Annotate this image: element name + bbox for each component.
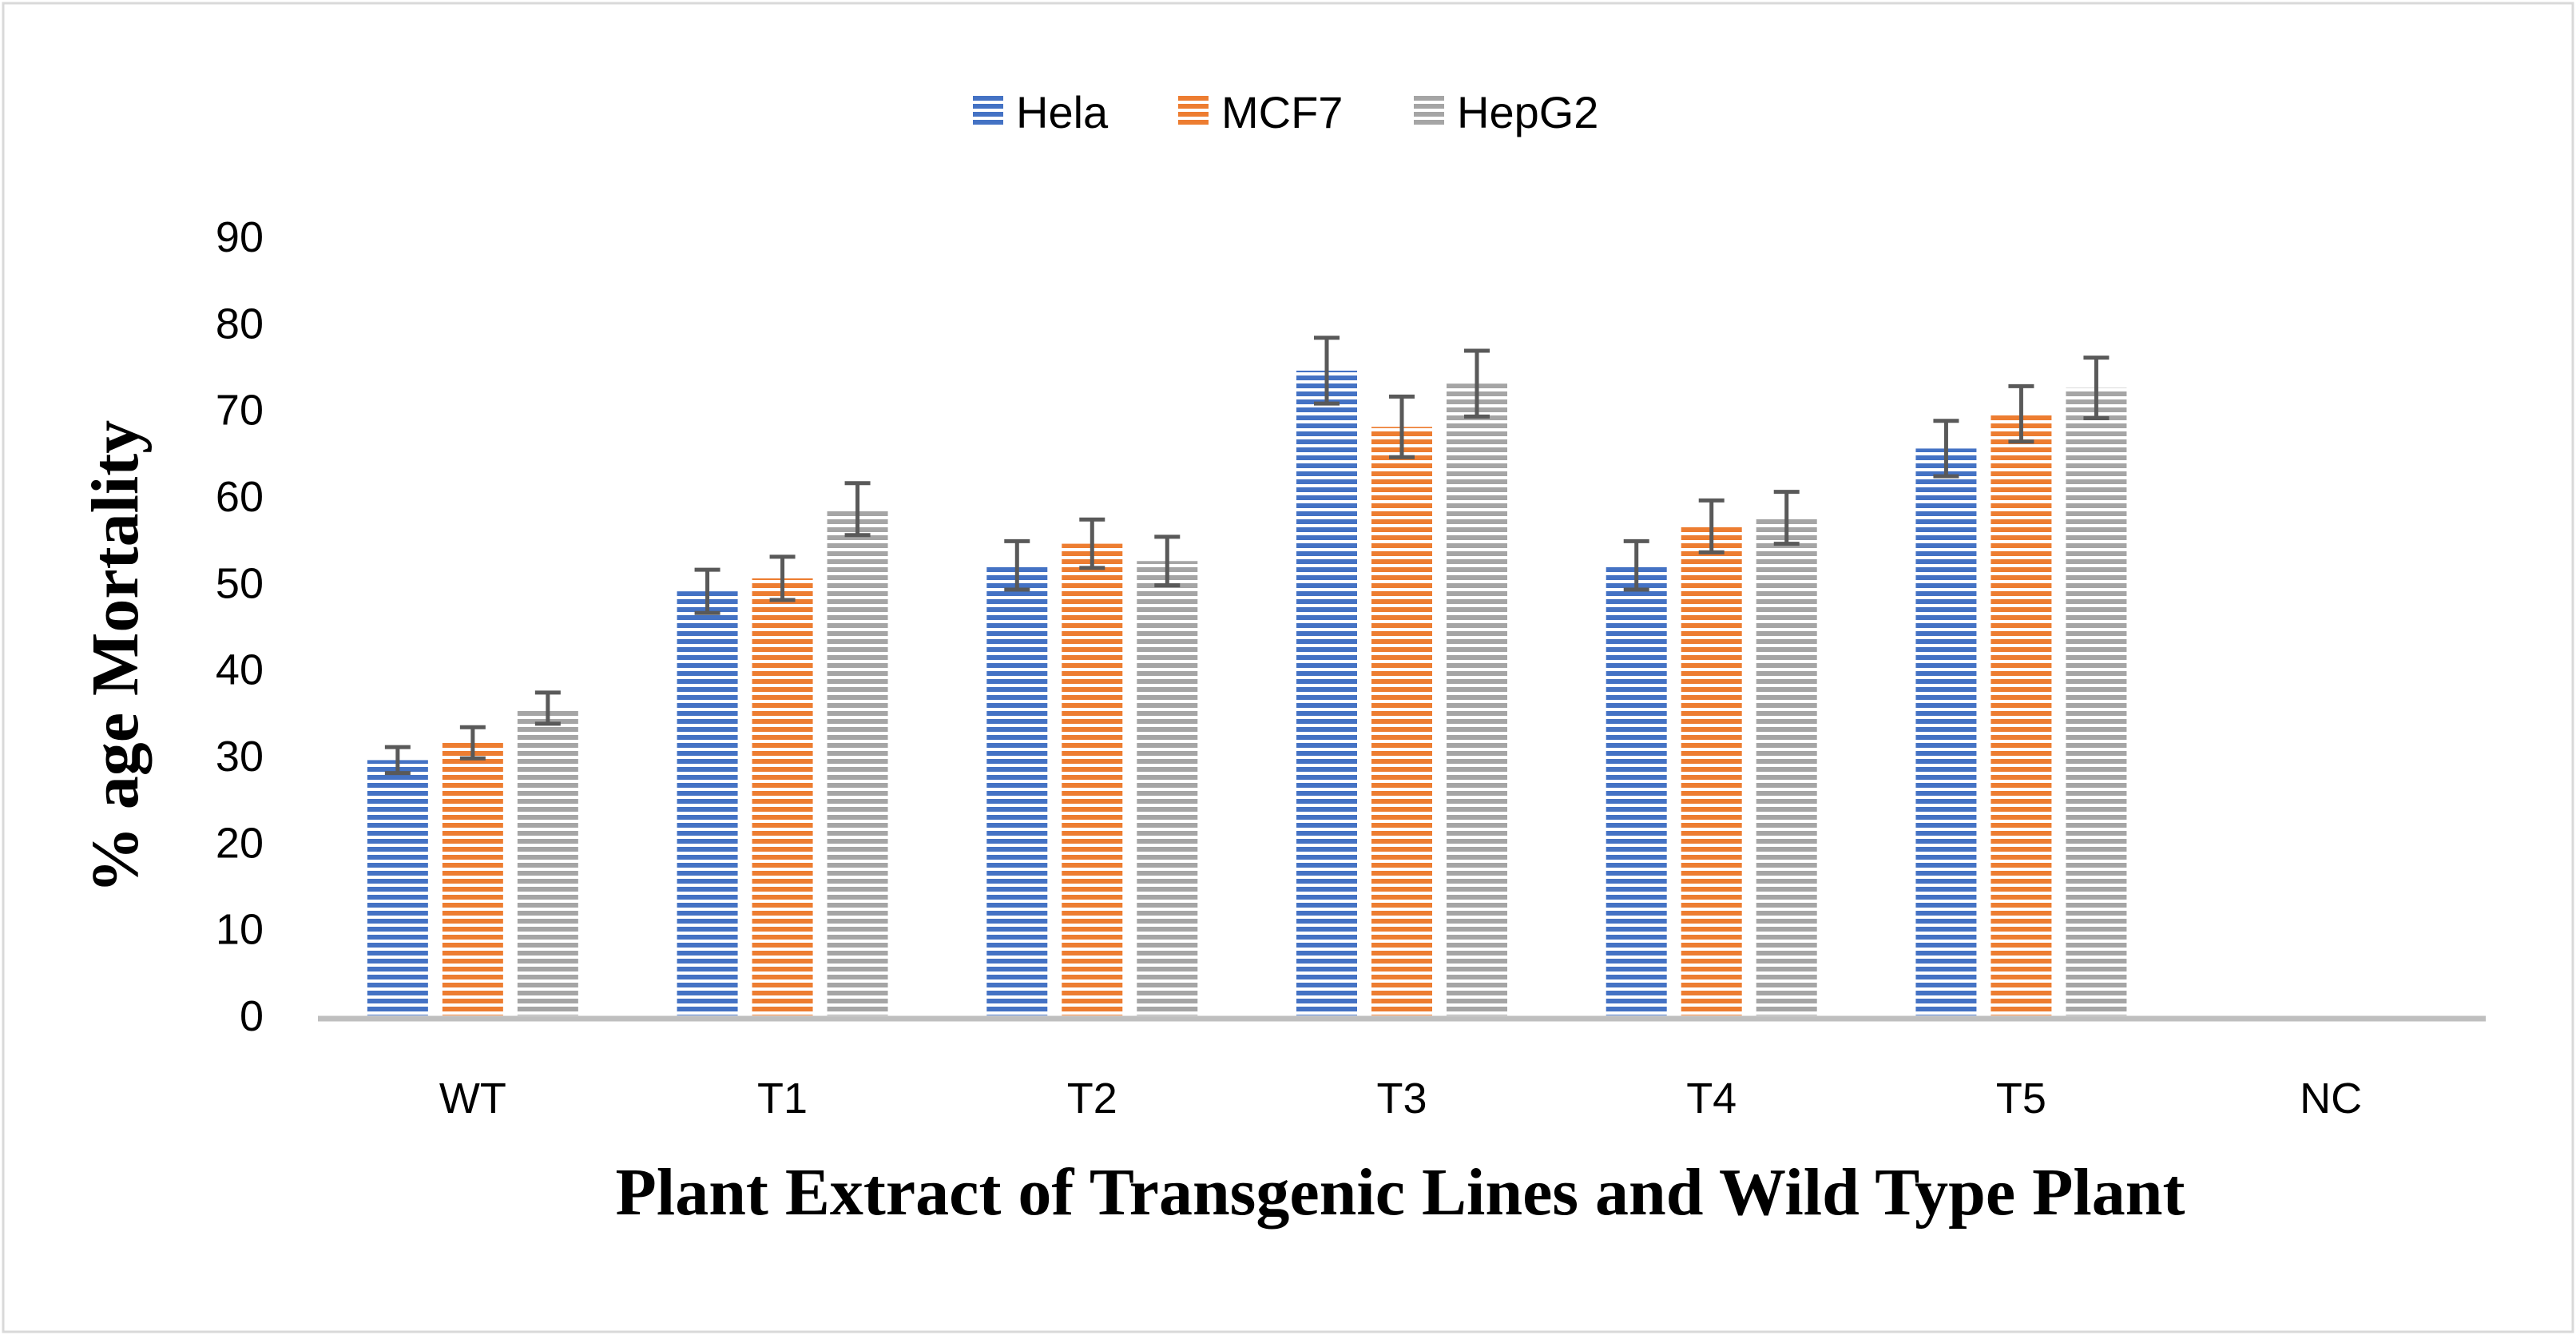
bar-hela-t2 [986,565,1048,1015]
error-bar [694,567,720,615]
bar-mcf7-t4 [1681,526,1742,1015]
legend-swatch [1414,96,1444,126]
bar-hela-t3 [1296,370,1357,1016]
x-tick-label: T4 [1686,1075,1737,1122]
bar-hepg2-t1 [827,509,888,1015]
x-tick-label: NC [2300,1075,2362,1122]
legend-swatch [973,96,1003,126]
error-bar [384,745,411,776]
x-tick-label: WT [439,1075,506,1122]
error-bar [769,554,796,602]
error-bar [844,481,871,538]
error-bar [459,725,486,761]
error-bar [1004,538,1030,592]
legend-label: Hela [1016,87,1109,137]
error-bars [384,336,2110,776]
bar-hela-t5 [1915,448,1977,1015]
bar-hepg2-t4 [1756,518,1817,1015]
bar-hepg2-t5 [2066,387,2127,1015]
y-tick-label: 90 [216,213,264,261]
error-bar [1154,534,1181,588]
x-tick-label: T3 [1376,1075,1427,1122]
bar-hepg2-wt [517,708,578,1015]
bar-hela-t1 [677,591,738,1015]
legend-swatch [1178,96,1209,126]
error-bar [1389,394,1415,459]
legend-label: HepG2 [1457,87,1598,137]
y-tick-label: 30 [216,733,264,781]
bar-mcf7-t1 [752,578,813,1015]
error-bar [1933,419,1959,479]
bar-mcf7-t3 [1371,427,1432,1015]
legend-item-hepg2: HepG2 [1414,87,1598,137]
error-bar [1464,348,1490,419]
y-tick-label: 70 [216,387,264,435]
y-axis-title: % age Mortality [78,420,153,893]
legend-item-hela: Hela [973,87,1109,137]
x-tick-label: T5 [1996,1075,2046,1122]
y-tick-label: 0 [240,992,264,1040]
legend-label: MCF7 [1221,87,1343,137]
error-bar [1079,517,1105,570]
y-tick-label: 50 [216,559,264,607]
bar-hepg2-t2 [1137,561,1198,1015]
y-tick-label: 60 [216,473,264,521]
y-tick-label: 40 [216,646,264,694]
error-bar [2083,356,2110,420]
error-bar [1623,538,1649,592]
x-tick-label: T1 [757,1075,808,1122]
legend-item-mcf7: MCF7 [1178,87,1343,137]
bar-hepg2-t3 [1447,383,1507,1016]
bar-hela-wt [367,760,428,1015]
y-axis-ticks: 0 10 20 30 40 50 60 70 80 90 [216,213,264,1040]
legend: Hela MCF7 HepG2 [973,87,1598,137]
bar-mcf7-t2 [1062,543,1123,1015]
y-tick-label: 80 [216,300,264,348]
y-tick-label: 10 [216,906,264,954]
error-bar [1698,498,1725,554]
x-axis-title: Plant Extract of Transgenic Lines and Wi… [616,1155,2185,1230]
bars [367,370,2127,1016]
bar-mcf7-wt [442,742,503,1015]
bar-hela-t4 [1606,565,1667,1015]
x-tick-label: T2 [1067,1075,1117,1122]
error-bar [1773,490,1800,546]
error-bar [2008,383,2034,444]
bar-mcf7-t5 [1991,414,2052,1015]
error-bar [1314,336,1340,406]
x-axis-ticks: WT T1 T2 T3 T4 T5 NC [439,1075,2362,1122]
error-bar [534,690,561,726]
y-tick-label: 20 [216,819,264,867]
